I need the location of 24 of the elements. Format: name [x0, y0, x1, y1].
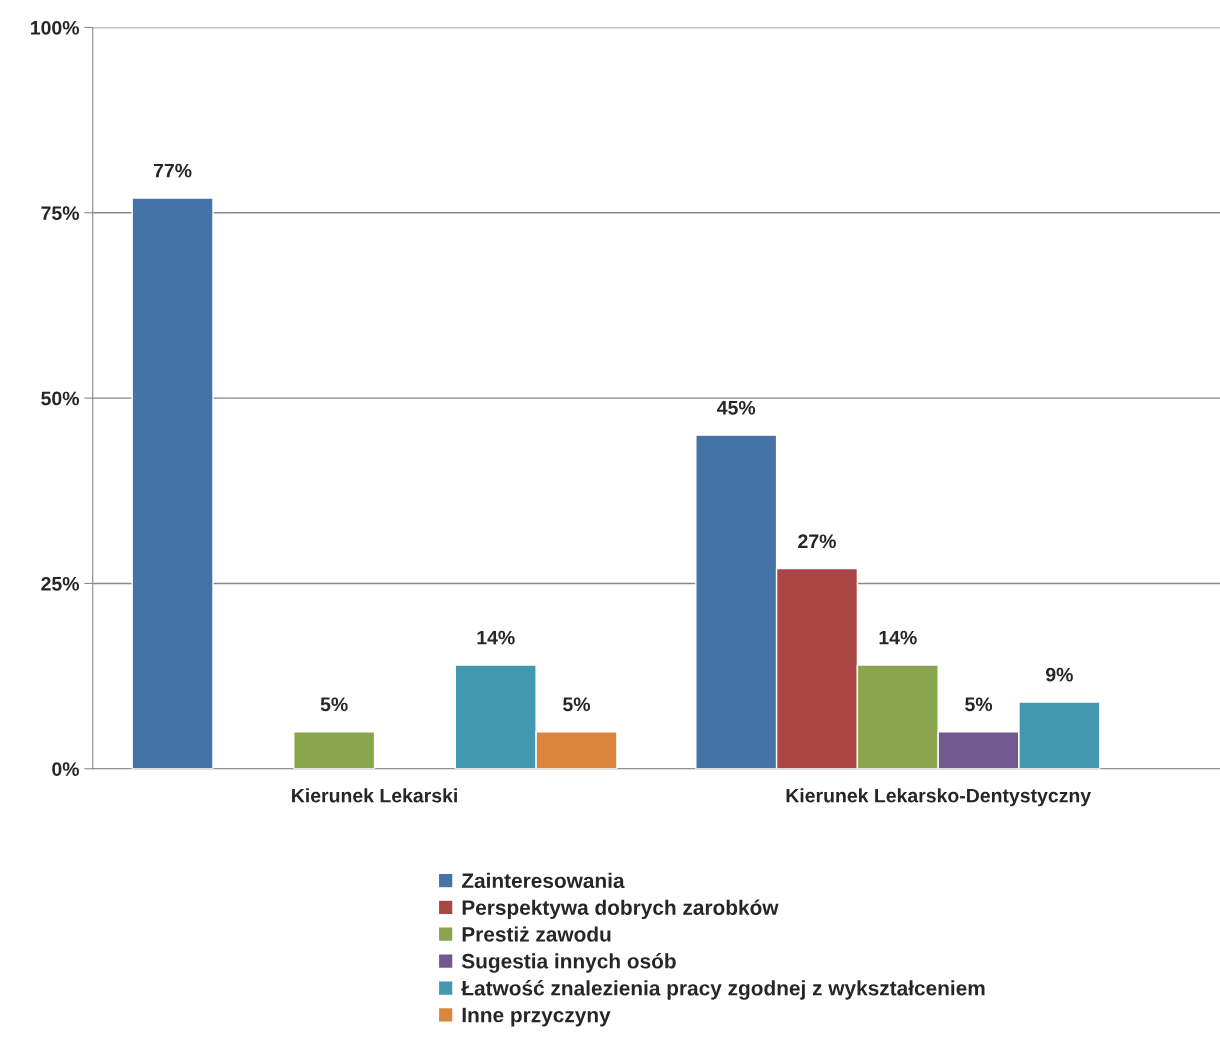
y-tick-label: 50%	[41, 391, 80, 406]
data-label: 5%	[563, 697, 591, 712]
legend-label: Prestiż zawodu	[462, 926, 611, 942]
bar	[131, 197, 214, 769]
data-label: 5%	[965, 697, 993, 712]
data-label: 14%	[477, 630, 515, 645]
y-tick-label: 0%	[52, 762, 80, 776]
data-label: 77%	[153, 163, 192, 178]
legend-label: Inne przyczyny	[462, 1007, 611, 1027]
x-tick-label: Kierunek Lekarski	[292, 788, 457, 803]
y-tick-label: 25%	[41, 576, 80, 591]
data-label: 27%	[798, 534, 836, 549]
legend-label: Sugestia innych osób	[461, 953, 676, 973]
data-label: 5%	[320, 697, 348, 712]
data-label: 45%	[717, 400, 756, 415]
data-label: 14%	[879, 630, 917, 645]
legend-label: Łatwość znalezienia pracy zgodnej z wykształceniem	[461, 980, 985, 1000]
y-tick-label: 100%	[31, 20, 80, 35]
legend-label: Perspektywa dobrych zarobków	[462, 899, 779, 920]
legend-label: Zainteresowania	[461, 872, 625, 889]
bar	[293, 731, 376, 769]
x-tick-label: Kierunek Lekarsko-Dentystyczny	[786, 788, 1091, 807]
y-tick-label: 75%	[41, 206, 80, 221]
data-label: 9%	[1045, 667, 1073, 682]
